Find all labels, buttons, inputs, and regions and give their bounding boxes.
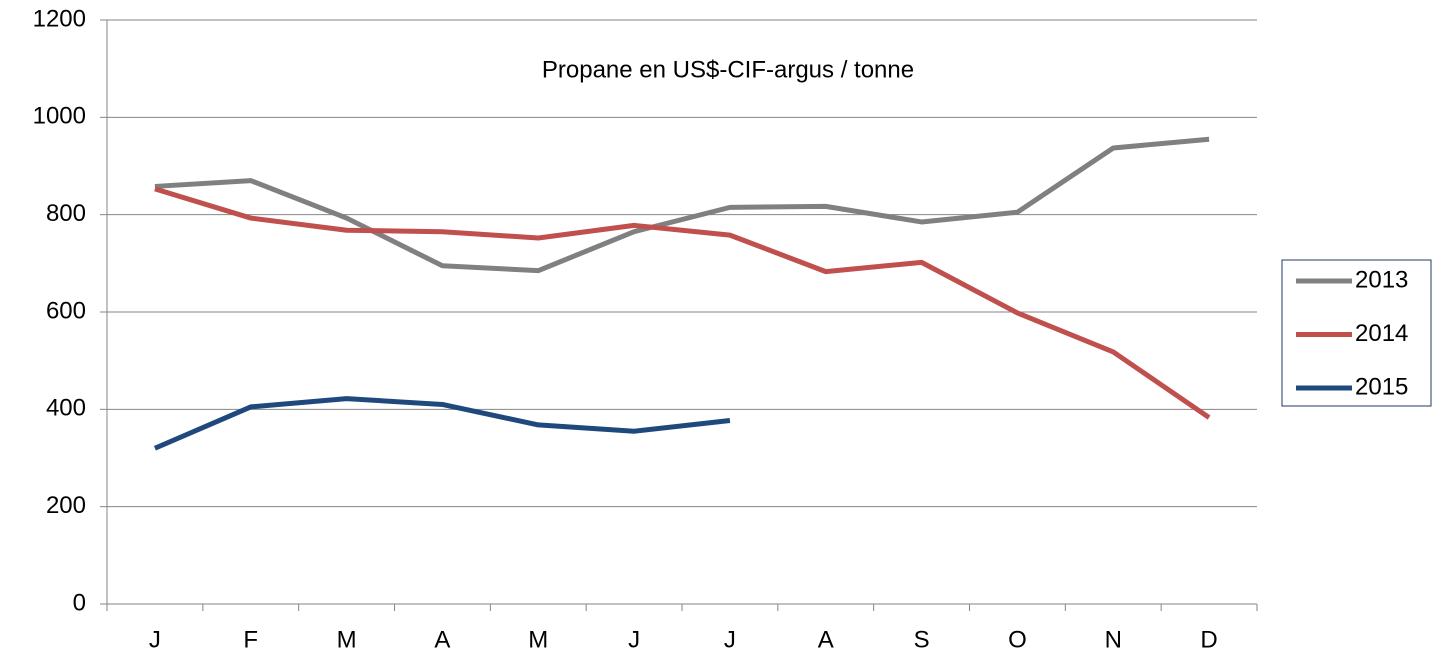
y-tick-label: 1200 bbox=[33, 5, 86, 32]
x-tick-label: J bbox=[724, 626, 736, 653]
chart-title: Propane en US$-CIF-argus / tonne bbox=[542, 56, 914, 83]
x-tick-label: M bbox=[337, 626, 357, 653]
y-tick-label: 400 bbox=[46, 395, 86, 422]
y-tick-label: 0 bbox=[73, 589, 86, 616]
x-tick-label: S bbox=[914, 626, 930, 653]
x-tick-label: D bbox=[1200, 626, 1217, 653]
y-tick-label: 200 bbox=[46, 492, 86, 519]
legend-label: 2014 bbox=[1355, 320, 1408, 347]
x-tick-label: A bbox=[434, 626, 450, 653]
x-tick-label: F bbox=[243, 626, 258, 653]
legend-label: 2013 bbox=[1355, 266, 1408, 293]
series-line bbox=[154, 186, 1211, 420]
series-line bbox=[153, 396, 731, 451]
y-tick-label: 800 bbox=[46, 200, 86, 227]
x-tick-label: J bbox=[628, 626, 640, 653]
x-tick-label: N bbox=[1105, 626, 1122, 653]
x-tick-label: J bbox=[149, 626, 161, 653]
series-line bbox=[154, 136, 1210, 274]
x-tick-label: O bbox=[1008, 626, 1027, 653]
x-tick-label: M bbox=[528, 626, 548, 653]
y-tick-label: 600 bbox=[46, 297, 86, 324]
x-tick-label: A bbox=[818, 626, 834, 653]
y-tick-label: 1000 bbox=[33, 103, 86, 130]
legend-label: 2015 bbox=[1355, 373, 1408, 400]
